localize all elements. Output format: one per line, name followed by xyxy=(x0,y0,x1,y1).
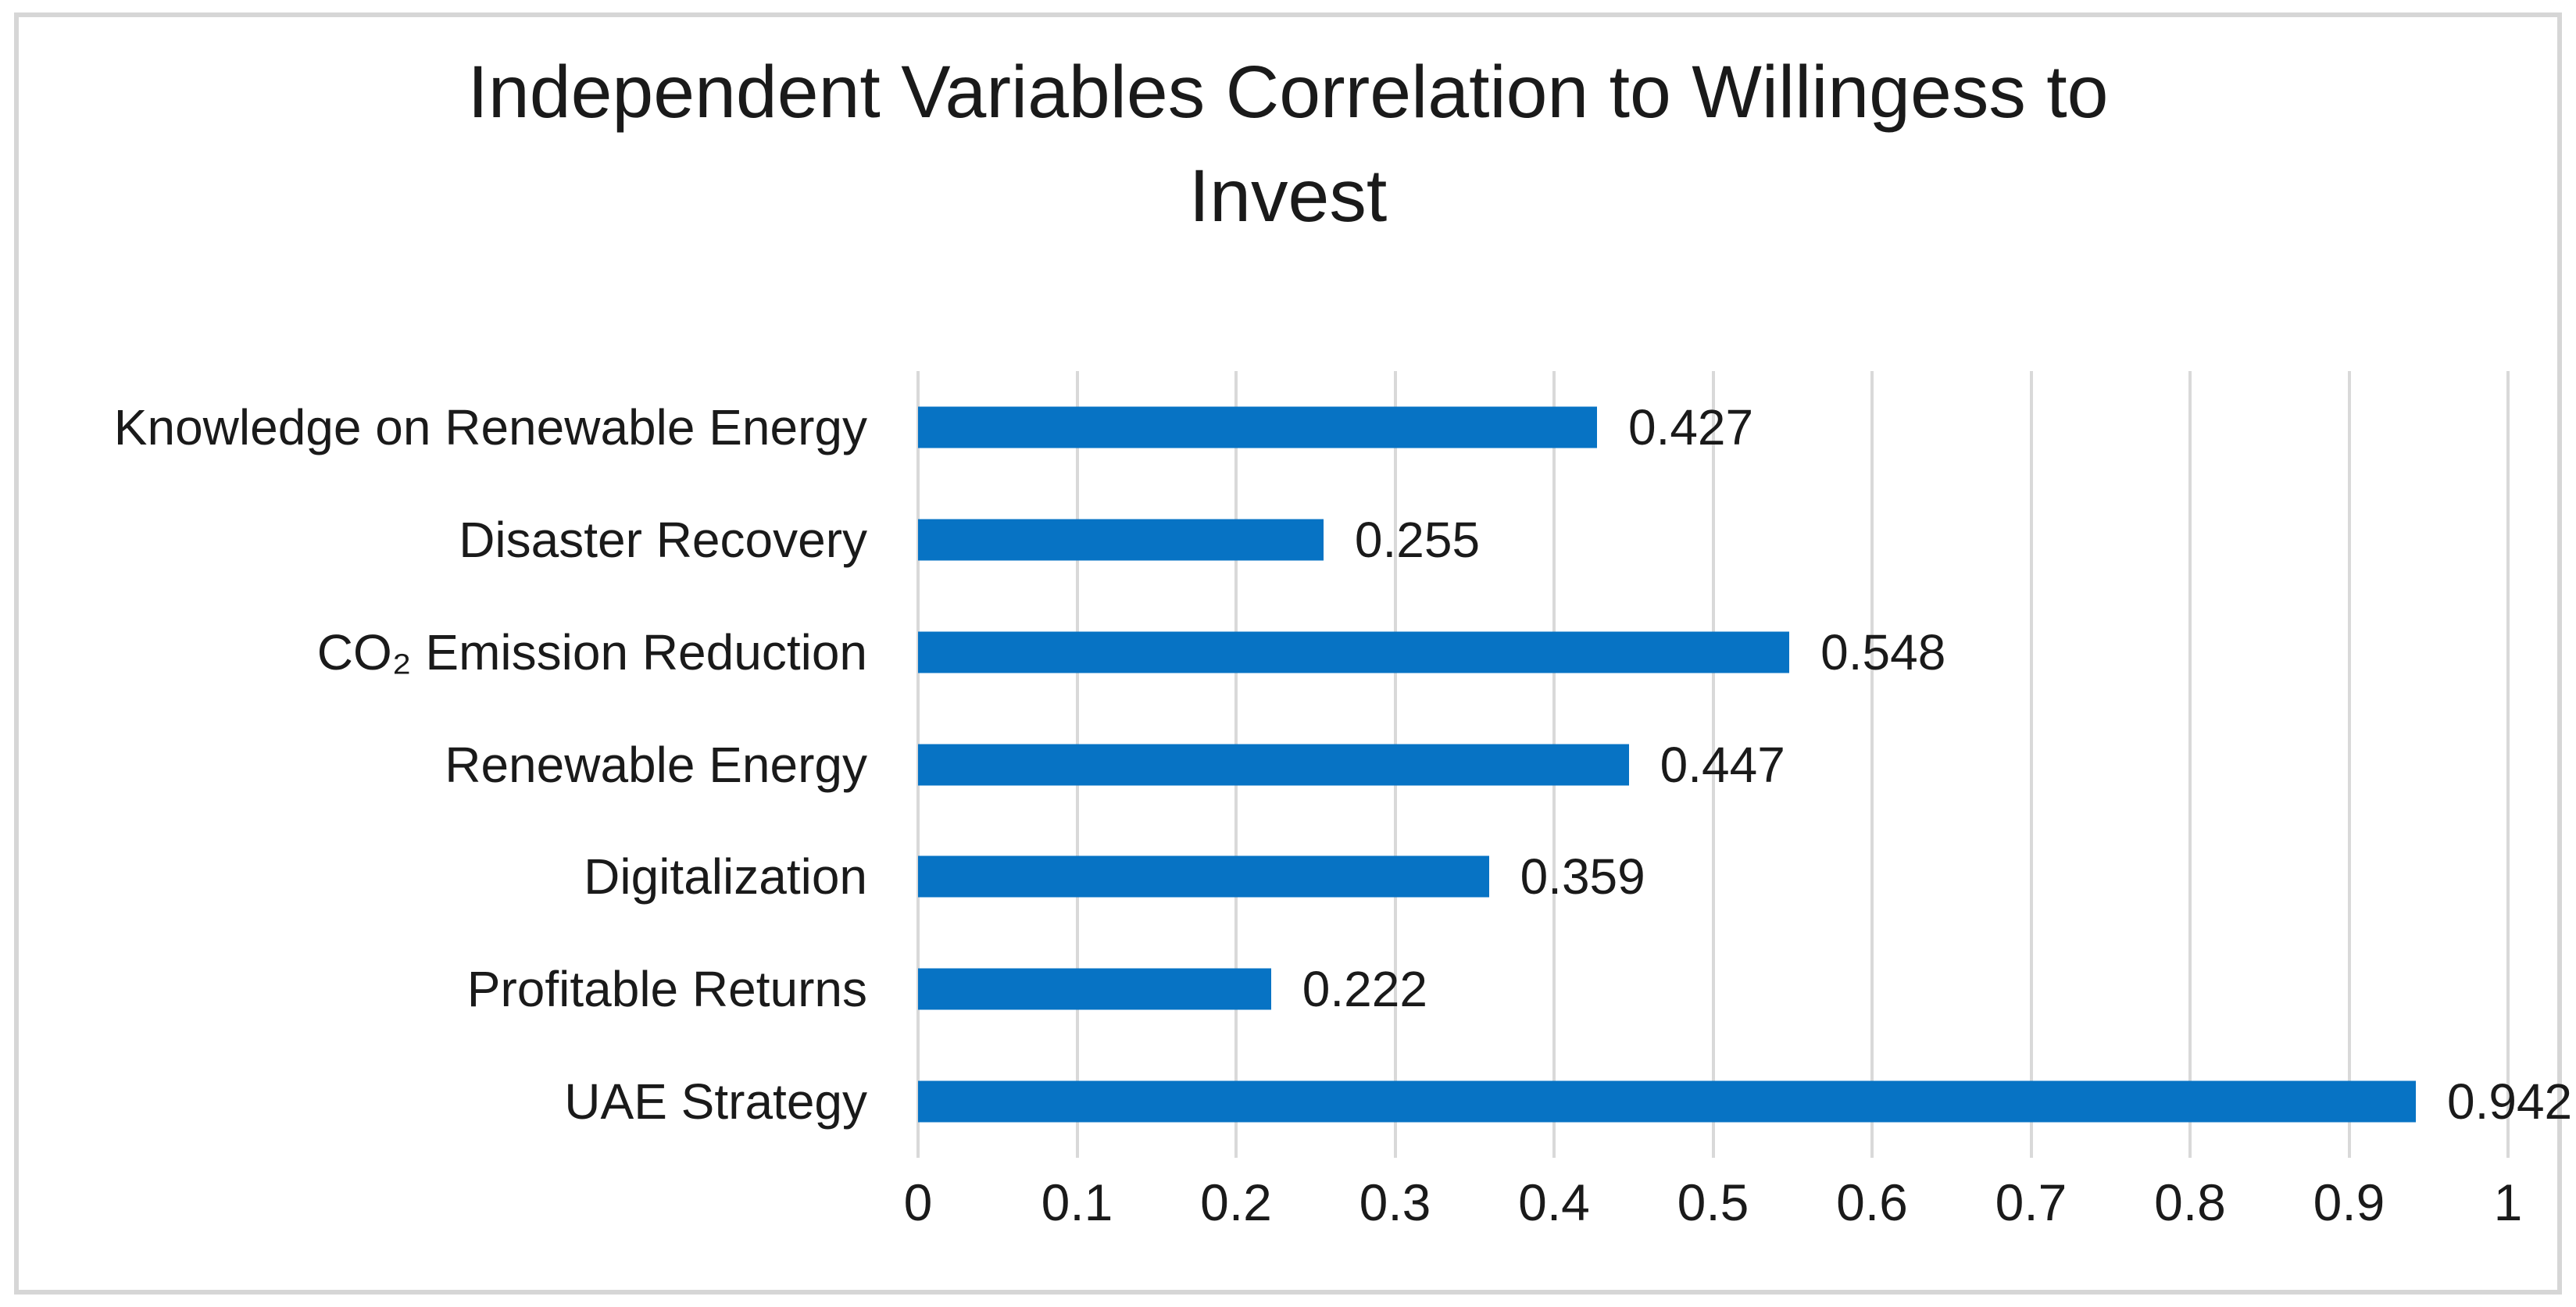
x-tick-label: 1 xyxy=(2493,1173,2523,1231)
bar-row: 0.222 xyxy=(918,933,2508,1045)
gridline xyxy=(2347,371,2351,1158)
value-label: 0.447 xyxy=(1660,736,1785,793)
gridline xyxy=(1870,371,1874,1158)
value-label: 0.942 xyxy=(2446,1073,2573,1130)
category-label: Disaster Recovery xyxy=(459,511,867,568)
bar xyxy=(918,968,1271,1010)
bar-row: 0.427 xyxy=(918,371,2508,484)
x-tick-label: 0.9 xyxy=(2313,1173,2385,1231)
bar-row: 0.548 xyxy=(918,596,2508,709)
x-tick-label: 0.5 xyxy=(1677,1173,1749,1231)
gridline xyxy=(2188,371,2192,1158)
value-label: 0.255 xyxy=(1354,511,1481,568)
value-label: 0.359 xyxy=(1520,848,1645,905)
bar xyxy=(918,406,1597,448)
bars: 0.427 0.255 0.548 0.447 0.359 0.222 0.942 xyxy=(918,371,2572,1158)
gridline xyxy=(2029,371,2033,1158)
x-tick-label: 0.1 xyxy=(1041,1173,1113,1231)
chart-border xyxy=(14,12,2562,1295)
category-label: CO₂ Emission Reduction xyxy=(316,623,867,680)
x-tick-label: 0 xyxy=(903,1173,933,1231)
category-label: Knowledge on Renewable Energy xyxy=(113,398,867,455)
bar xyxy=(918,631,1790,673)
value-label: 0.427 xyxy=(1627,398,1754,455)
category-label: Profitable Returns xyxy=(466,961,867,1018)
chart-title: Independent Variables Correlation to Wil… xyxy=(0,41,2576,248)
gridline xyxy=(1711,371,1715,1158)
value-label: 0.548 xyxy=(1820,623,1946,680)
chart-title-line-2: Invest xyxy=(1188,155,1388,237)
x-axis-labels: 0 0.1 0.2 0.3 0.4 0.5 0.6 0.7 0.8 0.9 1 xyxy=(904,1173,2523,1247)
x-tick-label: 0.8 xyxy=(2154,1173,2226,1231)
x-tick-label: 0.6 xyxy=(1836,1173,1908,1231)
x-tick-label: 0.3 xyxy=(1359,1173,1431,1231)
bar xyxy=(918,744,1629,785)
chart-title-line-1: Independent Variables Correlation to Wil… xyxy=(467,51,2109,134)
bar-row: 0.255 xyxy=(918,484,2508,596)
plot-area: 0.427 0.255 0.548 0.447 0.359 0.222 0.942 xyxy=(916,371,2572,1158)
bar xyxy=(918,519,1324,561)
bar-row: 0.447 xyxy=(918,709,2508,821)
category-label: Digitalization xyxy=(584,848,867,905)
bar xyxy=(918,855,1489,898)
bar-row: 0.359 xyxy=(918,820,2508,933)
x-tick-label: 0.7 xyxy=(1995,1173,2067,1231)
x-tick-label: 0.2 xyxy=(1200,1173,1272,1231)
category-label: UAE Strategy xyxy=(564,1073,867,1130)
x-tick-label: 0.4 xyxy=(1518,1173,1590,1231)
category-label: Renewable Energy xyxy=(445,736,867,793)
bar xyxy=(918,1080,2416,1123)
bar-row: 0.942 xyxy=(918,1045,2572,1158)
gridline xyxy=(2506,371,2510,1158)
value-label: 0.222 xyxy=(1302,961,1427,1018)
category-labels: Knowledge on Renewable Energy Disaster Re… xyxy=(31,371,867,1158)
